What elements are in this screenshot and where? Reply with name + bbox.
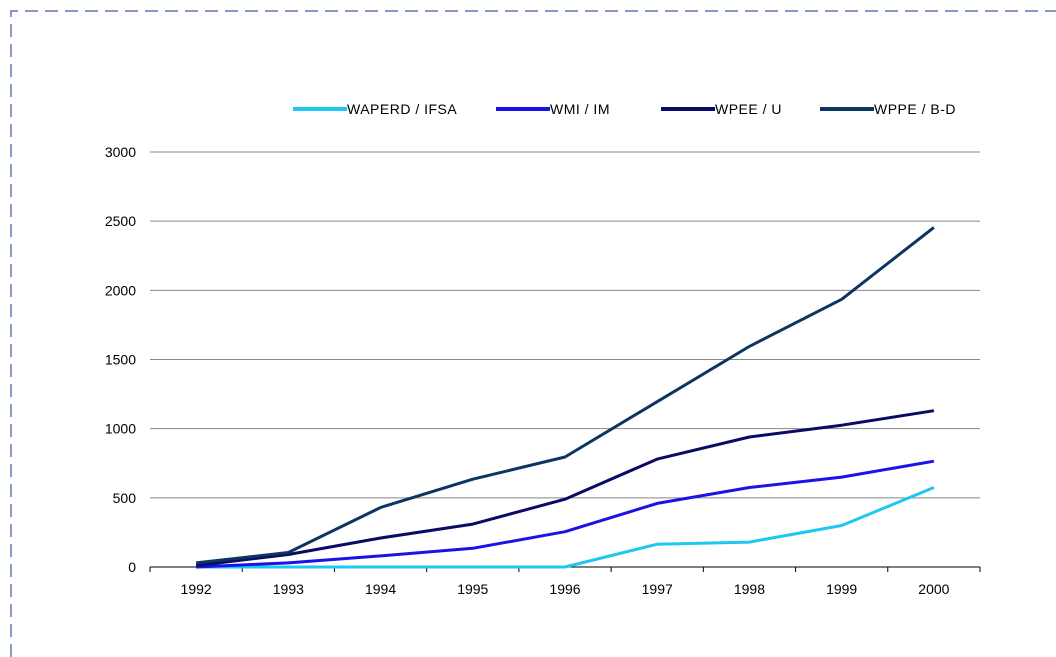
y-tick-label: 1000 bbox=[105, 421, 136, 437]
legend-label-wmi-im: WMI / IM bbox=[550, 101, 610, 117]
series-lines bbox=[195, 226, 935, 569]
legend-label-wppe-b-d: WPPE / B-D bbox=[874, 101, 956, 117]
legend-label-waperd-ifsa: WAPERD / IFSA bbox=[347, 101, 457, 117]
x-tick-label: 1999 bbox=[826, 581, 857, 597]
y-tick-label: 500 bbox=[113, 490, 137, 506]
series-line-waperd-ifsa bbox=[196, 486, 935, 569]
x-tick-label: 1998 bbox=[734, 581, 765, 597]
y-tick-label: 2500 bbox=[105, 213, 136, 229]
x-tick-label: 1994 bbox=[365, 581, 396, 597]
x-tick-label: 1993 bbox=[273, 581, 304, 597]
x-tick-label: 1995 bbox=[457, 581, 488, 597]
y-tick-label: 0 bbox=[128, 559, 136, 575]
x-tick-label: 2000 bbox=[918, 581, 949, 597]
x-tick-label: 1996 bbox=[549, 581, 580, 597]
y-tick-label: 1500 bbox=[105, 352, 136, 368]
y-tick-label: 2000 bbox=[105, 282, 136, 298]
chart-border-dashed bbox=[10, 10, 1056, 657]
gridlines bbox=[150, 151, 980, 499]
series-line-wmi-im bbox=[196, 459, 935, 569]
legend: WAPERD / IFSA WMI / IM WPEE / U WPPE / B-D bbox=[293, 101, 956, 117]
series-line-wppe-b-d bbox=[195, 226, 935, 565]
legend-label-wpee-u: WPEE / U bbox=[715, 101, 782, 117]
series-line-wpee-u bbox=[195, 409, 935, 568]
x-tick-label: 1997 bbox=[642, 581, 673, 597]
y-tick-label: 3000 bbox=[105, 144, 136, 160]
x-axis: 1992 1993 1994 1995 1996 1997 1998 1999 2000 bbox=[149, 566, 981, 597]
y-axis: 0 500 1000 1500 2000 2500 3000 bbox=[105, 144, 136, 575]
x-tick-label: 1992 bbox=[181, 581, 212, 597]
